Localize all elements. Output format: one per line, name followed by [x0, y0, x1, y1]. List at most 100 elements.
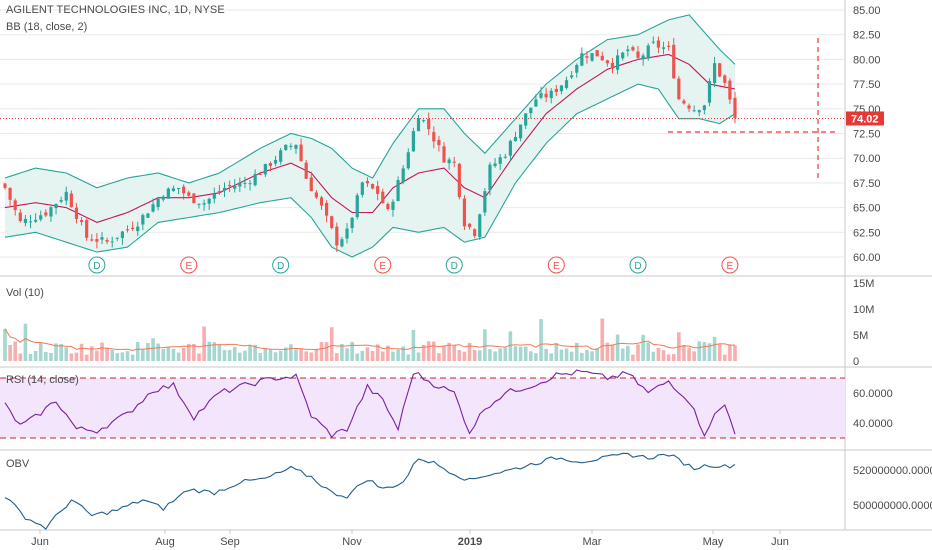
volume-bar: [186, 343, 191, 361]
volume-bar: [355, 353, 360, 361]
candle-body: [294, 144, 298, 149]
volume-bar: [523, 346, 528, 361]
bb-upper-band: [4, 14, 736, 189]
bb-band-fill: [5, 14, 735, 258]
obv-indicator-label[interactable]: OBV: [6, 458, 30, 470]
candle-body: [335, 226, 339, 246]
volume-bar: [319, 342, 324, 361]
candle-body: [13, 200, 17, 211]
candle-body: [34, 219, 38, 222]
last-price-label: 74.02: [851, 113, 879, 125]
volume-bar: [472, 350, 477, 361]
candle-body: [284, 144, 288, 150]
volume-bar: [176, 352, 181, 361]
obv-tick-label: 520000000.0000: [853, 465, 932, 477]
candle-body: [661, 47, 666, 49]
volume-bar: [564, 348, 569, 361]
candle-body: [228, 184, 232, 187]
candle-body: [610, 62, 615, 69]
candle-body: [44, 212, 48, 216]
candle-body: [462, 198, 467, 227]
candle-body: [595, 50, 599, 57]
candle-body: [350, 217, 354, 229]
candle-body: [151, 204, 155, 212]
candle-body: [161, 196, 165, 200]
volume-bar: [105, 347, 109, 361]
candle-body: [217, 191, 222, 193]
candle-body: [651, 41, 655, 43]
event-marker-label: E: [727, 261, 734, 272]
volume-bar: [115, 353, 120, 361]
candle-body: [156, 198, 160, 207]
candle-body: [273, 159, 278, 164]
volume-bar: [386, 345, 390, 361]
event-marker-label: E: [185, 261, 192, 272]
price-tick-label: 82.50: [853, 30, 881, 42]
volume-bar: [477, 350, 482, 361]
volume-bar: [493, 351, 497, 361]
candle-body: [176, 188, 181, 190]
candle-body: [248, 183, 252, 185]
x-axis-label: Sep: [220, 536, 240, 548]
candle-body: [518, 124, 523, 139]
volume-bar: [595, 348, 599, 361]
earnings-marker: [180, 256, 198, 274]
rsi-indicator-label[interactable]: RSI (14, close): [6, 374, 79, 386]
volume-bar: [314, 349, 319, 361]
candle-body: [580, 53, 584, 66]
candle-body: [427, 119, 431, 130]
rsi-band-fill: [0, 378, 845, 438]
volume-bar: [600, 318, 605, 361]
candle-body: [672, 44, 676, 79]
candle-body: [488, 164, 492, 191]
x-axis-label: Nov: [342, 536, 362, 548]
volume-bar: [442, 345, 446, 361]
price-tick-label: 60.00: [853, 252, 881, 264]
obv-line: [4, 452, 736, 530]
candle-body: [508, 140, 512, 156]
candle-body: [370, 183, 375, 189]
volume-bar: [360, 350, 365, 361]
volume-bar: [289, 344, 293, 361]
candle-body: [279, 150, 283, 162]
candle-body: [340, 239, 344, 247]
event-marker-label: D: [451, 261, 458, 272]
candle-body: [411, 131, 415, 152]
bb-indicator-label[interactable]: BB (18, close, 2): [6, 21, 88, 33]
volume-bar: [13, 341, 18, 361]
candle-body: [238, 182, 242, 187]
candle-body: [559, 85, 564, 92]
vol-indicator-label[interactable]: Vol (10): [6, 287, 44, 299]
candle-body: [131, 227, 135, 230]
volume-bar: [365, 347, 370, 361]
volume-bar: [432, 341, 436, 361]
candle-body: [575, 65, 579, 73]
candle-body: [187, 192, 191, 196]
volume-tick-label: 15M: [853, 278, 874, 290]
candle-body: [442, 146, 446, 163]
candle-body: [304, 162, 308, 179]
candle-body: [692, 110, 696, 112]
volume-bar: [130, 354, 135, 361]
candle-body: [330, 216, 334, 228]
volume-bar: [391, 351, 395, 361]
candle-body: [564, 80, 569, 88]
volume-bar: [227, 350, 232, 361]
candle-body: [115, 237, 119, 239]
price-tick-label: 85.00: [853, 5, 881, 17]
candle-body: [207, 198, 211, 204]
volume-ma-line: [4, 328, 735, 351]
volume-bar: [141, 349, 145, 361]
volume-bar: [697, 341, 702, 361]
candle-body: [687, 105, 691, 109]
volume-bar: [416, 352, 421, 361]
candle-body: [396, 180, 400, 202]
rsi-tick-label: 40.0000: [853, 418, 893, 430]
volume-bar: [687, 347, 691, 361]
candle-body: [524, 113, 528, 126]
x-axis-label: Jun: [771, 536, 789, 548]
x-axis-label: 2019: [458, 536, 482, 548]
candle-body: [697, 110, 701, 113]
